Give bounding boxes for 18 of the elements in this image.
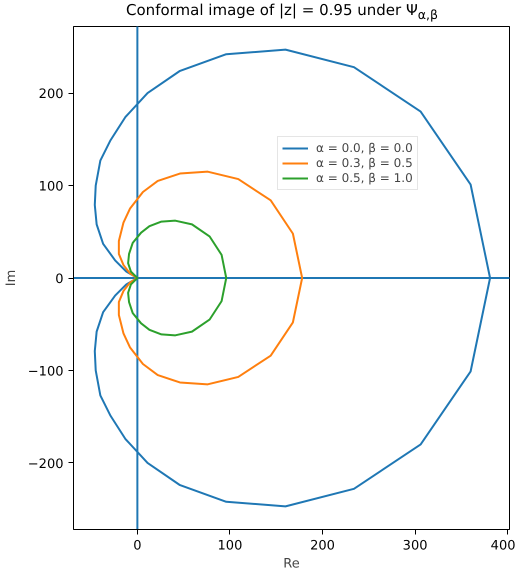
y-tick-label: 100: [38, 180, 64, 195]
y-tick-label: 200: [38, 87, 64, 102]
legend-label: α = 0.3, β = 0.5: [316, 156, 413, 170]
line-series: [118, 170, 304, 386]
y-axis-title: Im: [4, 270, 19, 286]
chart-title: Conformal image of |z| = 0.95 under Ψ$_{α,β}$: [126, 0, 438, 24]
x-tick-label: 100: [218, 538, 242, 554]
legend-label: α = 0.0, β = 0.0: [316, 141, 413, 155]
x-tick-label: 200: [310, 538, 335, 554]
y-tick-label: −200: [28, 456, 64, 472]
legend-label: α = 0.5, β = 1.0: [316, 171, 413, 185]
y-tick-label: 0: [55, 272, 64, 287]
x-tick-label: 400: [490, 538, 516, 554]
y-tick-label: −100: [28, 364, 64, 380]
line-series: [127, 220, 228, 336]
x-axis-title: Re: [283, 556, 300, 572]
x-tick-label: 300: [402, 538, 428, 554]
x-tick-label: 0: [133, 538, 142, 554]
